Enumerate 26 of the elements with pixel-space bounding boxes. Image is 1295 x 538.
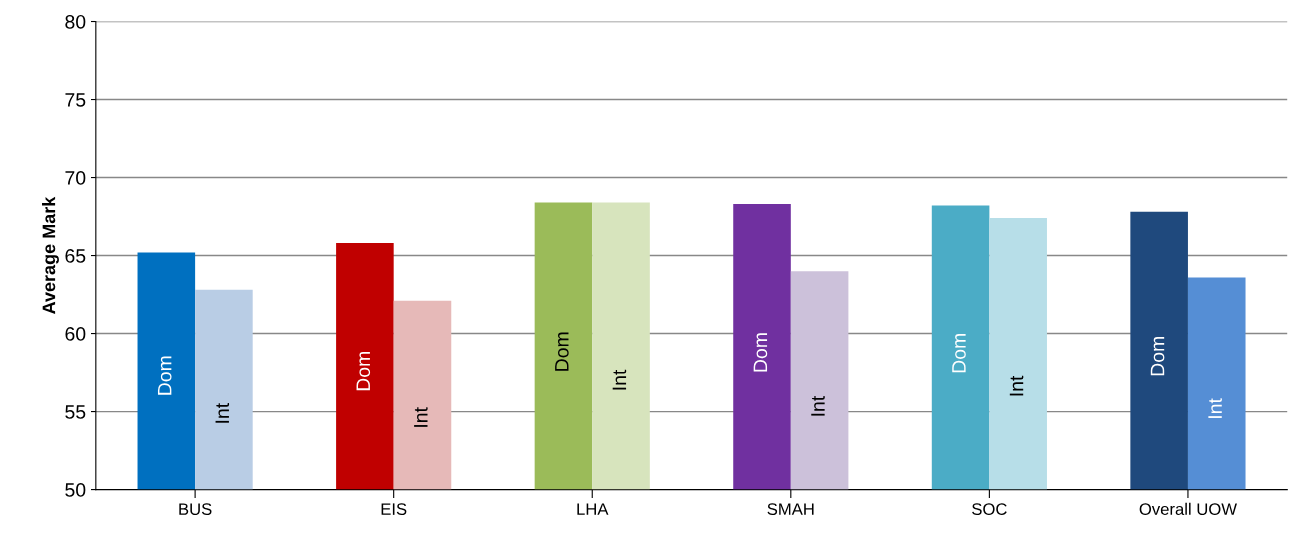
- y-tick-label: 50: [65, 483, 86, 497]
- series-label: Dom: [753, 333, 768, 372]
- x-tick-label: BUS: [179, 503, 212, 516]
- y-axis-title: Average Mark: [42, 196, 59, 314]
- text: Int: [215, 403, 230, 423]
- text: Dom: [555, 332, 569, 371]
- text: Int: [612, 369, 627, 390]
- text: Dom: [356, 352, 371, 391]
- text: Dom: [1150, 337, 1165, 376]
- y-tick-label: 60: [65, 327, 86, 341]
- x-tick-label: SMAH: [767, 503, 814, 516]
- x-tick-label: Overall UOW: [1139, 502, 1237, 516]
- text: Int: [1208, 398, 1222, 418]
- x-tick-label: LHA: [577, 503, 609, 515]
- x-tick-label: EIS: [381, 503, 407, 516]
- y-tick-label: 75: [65, 93, 86, 107]
- y-tick-label: 65: [65, 249, 86, 263]
- text: Dom: [157, 356, 172, 395]
- x-tick-label: SOC: [972, 503, 1007, 516]
- y-tick-label: 80: [65, 14, 86, 29]
- text: Int: [811, 395, 825, 416]
- y-tick-label: 70: [65, 171, 86, 185]
- series-label: Int: [414, 407, 428, 427]
- y-tick-label: 55: [65, 405, 86, 419]
- text: Dom: [952, 334, 966, 373]
- text: Int: [1009, 375, 1024, 396]
